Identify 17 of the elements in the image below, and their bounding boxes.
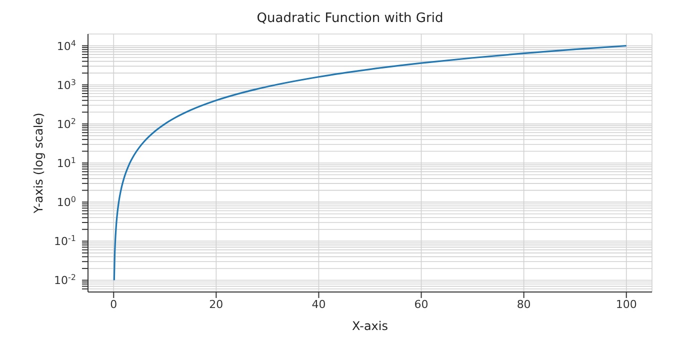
y-tick-label: 10$^{-2}$ <box>54 272 76 288</box>
y-tick-label: 10$^{3}$ <box>56 77 76 92</box>
x-tick-label: 0 <box>110 298 118 311</box>
line-series <box>113 44 628 282</box>
x-axis-title: X-axis <box>352 319 388 333</box>
chart-title: Quadratic Function with Grid <box>256 10 444 28</box>
y-axis-title: Y-axis (log scale) <box>31 112 46 214</box>
y-tick-label: 10$^{0}$ <box>56 194 76 210</box>
x-tick-label: 80 <box>516 298 531 311</box>
y-tick-label: 10$^{1}$ <box>56 156 76 170</box>
y-tick-label: 10$^{4}$ <box>56 38 76 53</box>
x-tick-label: 60 <box>414 298 428 311</box>
x-tick-label: 40 <box>312 298 326 311</box>
x-tick-label: 20 <box>209 298 224 311</box>
y-tick-label: 10$^{-1}$ <box>54 234 76 248</box>
x-tick-label: 100 <box>616 298 637 311</box>
y-tick-label: 10$^{2}$ <box>56 116 76 131</box>
